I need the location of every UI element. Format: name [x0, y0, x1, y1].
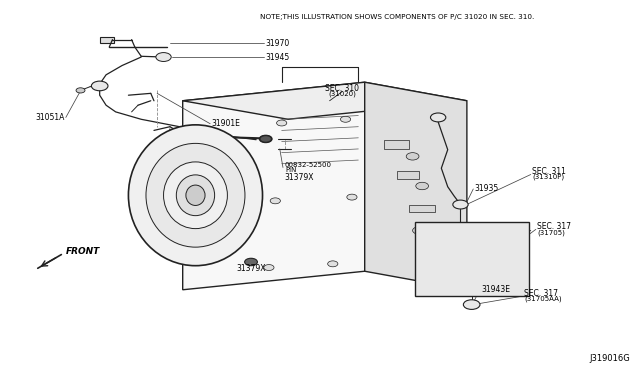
Text: 31051A: 31051A: [36, 113, 65, 122]
Text: 31943E: 31943E: [481, 285, 510, 294]
Bar: [492, 253, 516, 262]
Bar: [410, 205, 435, 212]
Ellipse shape: [129, 125, 262, 266]
Circle shape: [220, 140, 229, 145]
Circle shape: [264, 264, 274, 270]
Circle shape: [244, 258, 257, 266]
Text: 31921: 31921: [192, 179, 216, 187]
Bar: [426, 266, 450, 274]
Text: PIN: PIN: [285, 167, 296, 173]
Circle shape: [347, 194, 357, 200]
Bar: [397, 171, 419, 179]
Text: 31935: 31935: [474, 185, 499, 193]
Text: (31020): (31020): [328, 91, 356, 97]
Circle shape: [246, 172, 255, 177]
Text: SEC. 317: SEC. 317: [524, 289, 558, 298]
Ellipse shape: [164, 162, 227, 229]
Circle shape: [413, 227, 426, 234]
Circle shape: [246, 214, 255, 219]
Bar: [459, 229, 483, 237]
Text: 31901E: 31901E: [211, 119, 240, 128]
Text: (31705AA): (31705AA): [524, 295, 562, 302]
Bar: [459, 266, 483, 274]
Text: SEC. 317: SEC. 317: [537, 222, 571, 231]
Polygon shape: [182, 82, 467, 119]
Text: 31970: 31970: [266, 39, 290, 48]
Polygon shape: [365, 82, 467, 290]
Bar: [459, 253, 483, 262]
Circle shape: [259, 135, 272, 142]
Polygon shape: [182, 82, 365, 290]
Bar: [384, 140, 410, 149]
Circle shape: [454, 229, 467, 236]
Circle shape: [406, 153, 419, 160]
Text: SEC. 311: SEC. 311: [532, 167, 566, 176]
Circle shape: [180, 253, 189, 258]
Bar: [459, 241, 483, 249]
Text: 31924: 31924: [138, 169, 162, 177]
Circle shape: [276, 120, 287, 126]
Circle shape: [328, 261, 338, 267]
Text: (31705): (31705): [537, 229, 565, 235]
Bar: [492, 229, 516, 237]
Circle shape: [92, 81, 108, 91]
Text: (31310P): (31310P): [532, 174, 564, 180]
Circle shape: [172, 130, 187, 138]
Text: FRONT: FRONT: [66, 247, 100, 256]
Circle shape: [270, 198, 280, 204]
Text: NOTE;THIS ILLUSTRATION SHOWS COMPONENTS OF P/C 31020 IN SEC. 310.: NOTE;THIS ILLUSTRATION SHOWS COMPONENTS …: [259, 15, 534, 20]
Bar: [492, 241, 516, 249]
Bar: [459, 278, 483, 286]
Text: 31945: 31945: [266, 52, 290, 61]
Circle shape: [146, 232, 155, 237]
Bar: [426, 253, 450, 262]
Ellipse shape: [176, 175, 214, 216]
FancyBboxPatch shape: [415, 222, 529, 296]
Circle shape: [220, 246, 229, 251]
Bar: [100, 37, 114, 43]
Circle shape: [416, 182, 429, 190]
Bar: [426, 229, 450, 237]
Circle shape: [156, 52, 172, 61]
Ellipse shape: [186, 185, 205, 205]
Circle shape: [146, 153, 155, 158]
Bar: [492, 278, 516, 286]
Bar: [426, 278, 450, 286]
Bar: [492, 266, 516, 274]
Text: 31379X: 31379X: [236, 264, 266, 273]
Ellipse shape: [146, 143, 245, 247]
Circle shape: [463, 300, 480, 310]
Text: J319016G: J319016G: [589, 354, 630, 363]
Circle shape: [453, 200, 468, 209]
Circle shape: [431, 113, 446, 122]
Circle shape: [340, 116, 351, 122]
Text: 00832-52500: 00832-52500: [285, 161, 332, 167]
Text: 31379X: 31379X: [285, 173, 314, 182]
Bar: [426, 241, 450, 249]
Text: SEC. 310: SEC. 310: [325, 84, 359, 93]
Circle shape: [260, 136, 271, 142]
Circle shape: [180, 132, 189, 138]
Circle shape: [132, 193, 141, 198]
Circle shape: [76, 88, 85, 93]
